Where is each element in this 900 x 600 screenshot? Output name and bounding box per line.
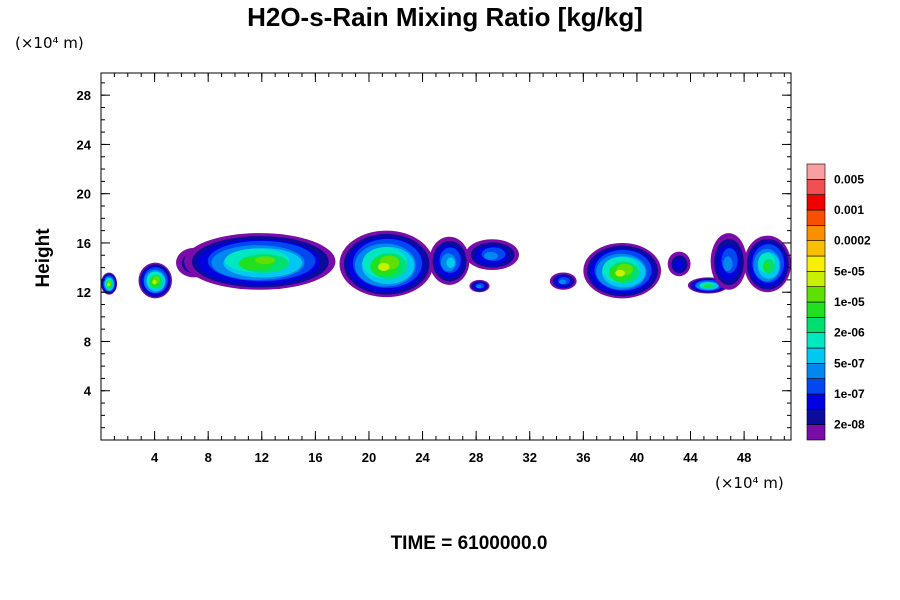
contour-level xyxy=(107,283,111,287)
colorbar-swatch xyxy=(806,163,826,180)
contour-level xyxy=(483,251,498,260)
colorbar-swatch xyxy=(806,409,826,425)
contour-level xyxy=(673,259,684,270)
time-footer: TIME = 6100000.0 xyxy=(391,533,548,554)
colorbar-label: 2e-06 xyxy=(834,326,865,340)
colorbar-swatch xyxy=(806,378,826,395)
y-unit-label: (×10⁴ m) xyxy=(15,34,84,52)
x-tick-label: 36 xyxy=(576,450,590,465)
cloud-cell xyxy=(667,251,691,277)
chart-title: H2O-s-Rain Mixing Ratio [kg/kg] xyxy=(247,2,643,32)
colorbar-label: 5e-05 xyxy=(834,264,865,278)
plot-frame xyxy=(100,72,792,441)
colorbar-swatch xyxy=(806,301,826,318)
cloud-cell xyxy=(184,233,336,290)
colorbar-label: 5e-07 xyxy=(834,356,865,370)
colorbar-swatch xyxy=(806,317,826,333)
y-tick-label: 24 xyxy=(77,137,92,152)
x-tick-label: 28 xyxy=(469,450,483,465)
x-tick-label: 4 xyxy=(151,450,159,465)
cloud-cell xyxy=(465,239,520,271)
contour-level xyxy=(476,284,482,289)
x-unit-label: (×10⁴ m) xyxy=(715,474,784,492)
x-tick-label: 40 xyxy=(630,450,644,465)
contour-level xyxy=(559,279,567,285)
colorbar-swatch xyxy=(806,393,826,410)
contour-level xyxy=(723,256,733,272)
colorbar-swatch xyxy=(806,271,826,287)
major-ticks xyxy=(101,73,791,440)
y-tick-label: 16 xyxy=(77,236,91,251)
x-tick-label: 8 xyxy=(205,450,212,465)
x-tick-label: 12 xyxy=(255,450,269,465)
contour-level xyxy=(703,284,710,288)
colorbar-label: 2e-08 xyxy=(834,418,865,432)
contour-level xyxy=(615,269,625,277)
x-tick-label: 16 xyxy=(308,450,322,465)
x-tick-label: 32 xyxy=(523,450,537,465)
colorbar-swatch xyxy=(806,225,826,241)
colorbar-swatch xyxy=(806,363,826,379)
contour-level xyxy=(152,279,157,285)
cloud-cell xyxy=(549,272,577,290)
colorbar-label: 0.001 xyxy=(834,203,864,217)
colorbar-label: 0.0002 xyxy=(834,234,871,248)
y-tick-label: 4 xyxy=(84,384,92,399)
x-tick-label: 24 xyxy=(415,450,430,465)
y-tick-label: 8 xyxy=(84,334,91,349)
y-tick-label: 12 xyxy=(77,285,91,300)
cloud-cell xyxy=(101,272,118,295)
cloud-cell xyxy=(138,262,173,299)
colorbar: 2e-08 1e-07 5e-07 2e-06 1e-05 5e-05 0.0002 0.00… xyxy=(806,163,871,441)
cloud-cell xyxy=(583,242,662,299)
cloud-cell xyxy=(744,235,791,293)
colorbar-swatch xyxy=(806,332,826,349)
colorbar-swatch xyxy=(806,209,826,226)
contour-level xyxy=(255,256,276,264)
colorbar-swatch xyxy=(806,255,826,272)
x-tick-label: 20 xyxy=(362,450,376,465)
colorbar-label: 1e-05 xyxy=(834,295,865,309)
contour-level xyxy=(762,262,770,271)
x-tick-label: 44 xyxy=(683,450,698,465)
x-tick-label: 48 xyxy=(737,450,751,465)
colorbar-label: 1e-07 xyxy=(834,387,865,401)
y-tick-label: 28 xyxy=(77,88,91,103)
colorbar-swatch xyxy=(806,179,826,195)
cloud-cell xyxy=(429,236,470,285)
colorbar-swatch xyxy=(806,286,826,303)
cloud-cell xyxy=(339,230,434,298)
y-tick-label: 20 xyxy=(77,187,91,202)
cloud-cell xyxy=(710,233,747,290)
colorbar-swatch xyxy=(806,194,826,211)
colorbar-swatch xyxy=(806,424,826,441)
cloud-field xyxy=(101,230,791,299)
contour-level xyxy=(446,257,456,269)
y-axis-label: Height xyxy=(33,228,54,288)
colorbar-swatch xyxy=(806,347,826,364)
colorbar-label: 0.005 xyxy=(834,172,864,186)
contour-level xyxy=(378,262,390,271)
cloud-cell xyxy=(469,279,490,293)
colorbar-swatch xyxy=(806,240,826,257)
